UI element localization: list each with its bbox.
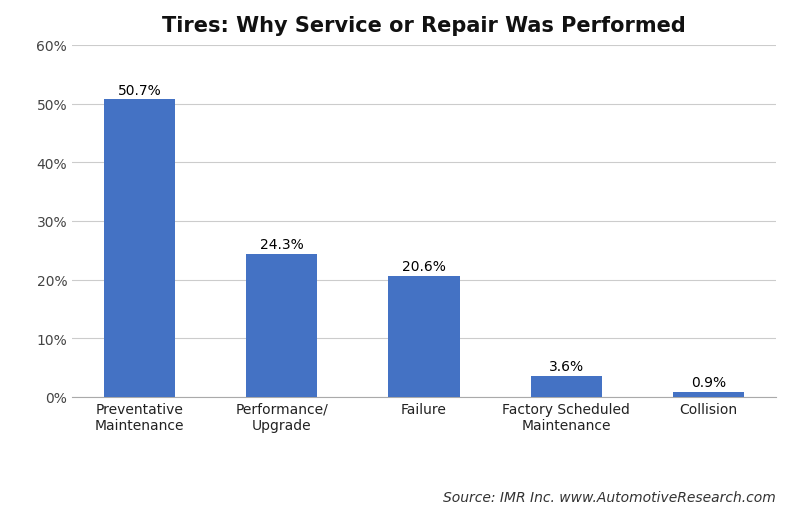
Bar (104, 100, 175, 397)
Text: 24.3%: 24.3% (260, 238, 304, 252)
Text: 0.9%: 0.9% (691, 375, 726, 389)
Text: 50.7%: 50.7% (118, 83, 162, 97)
Bar (673, 392, 744, 397)
Title: Tires: Why Service or Repair Was Performed: Tires: Why Service or Repair Was Perform… (162, 16, 686, 36)
Text: 3.6%: 3.6% (549, 359, 584, 373)
Bar (246, 255, 318, 397)
Bar (389, 276, 459, 397)
Bar (530, 376, 602, 397)
Text: Source: IMR Inc. www.AutomotiveResearch.com: Source: IMR Inc. www.AutomotiveResearch.… (443, 490, 776, 504)
Text: 20.6%: 20.6% (402, 260, 446, 273)
